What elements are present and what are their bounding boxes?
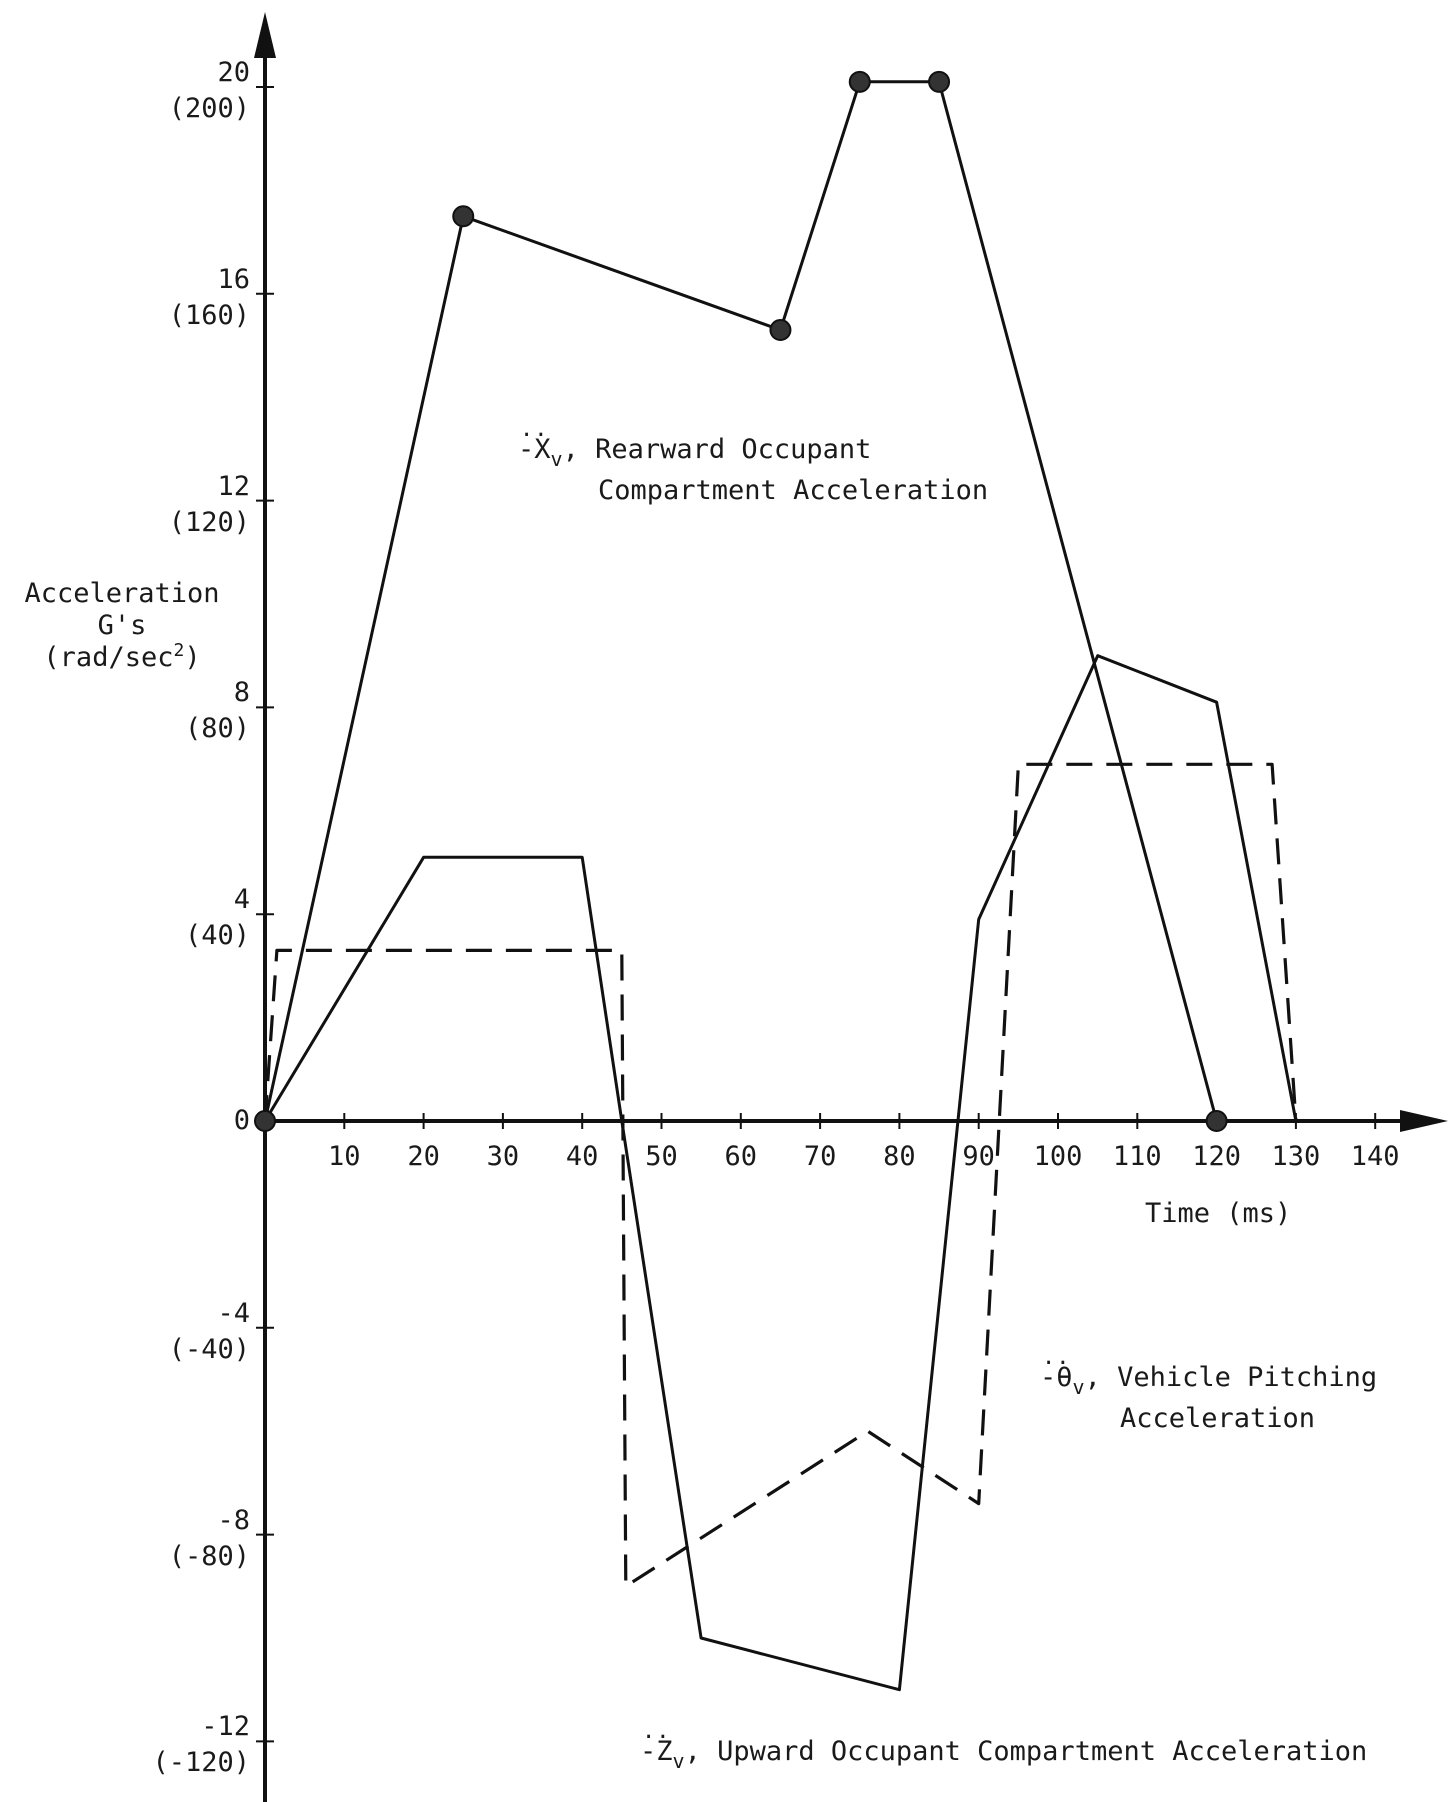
x-tick-label: 40: [565, 1141, 599, 1172]
x-tick-label: 110: [1112, 1141, 1162, 1172]
y-tick-label: 8: [233, 677, 250, 709]
data-point-marker: [452, 205, 475, 228]
series-layer: [263, 80, 1298, 1692]
y-tick-label: 0: [233, 1105, 250, 1136]
y-tick-label-alt: (-80): [168, 1540, 250, 1572]
y-tick-label: -8: [217, 1504, 250, 1536]
x-tick-label: 140: [1350, 1141, 1400, 1172]
data-point-marker: [1205, 1110, 1228, 1132]
y-tick-label-alt: (40): [184, 920, 250, 952]
y-axis-label: Acceleration G's (rad/sec2): [22, 578, 222, 677]
y-tick-label-alt: (-120): [152, 1747, 250, 1779]
series-label-theta: -θ ·· v, Vehicle Pitching Acceleration: [1040, 1351, 1378, 1434]
y-tick-label-alt: (200): [168, 93, 250, 124]
series-line-2: [263, 762, 1298, 1588]
y-tick-label-alt: (80): [184, 713, 250, 745]
y-tick-label: -4: [217, 1297, 250, 1329]
data-point-marker: [848, 70, 871, 93]
y-tick-label: 20: [217, 57, 250, 88]
data-point-marker: [254, 1110, 276, 1132]
x-tick-label: 120: [1192, 1141, 1241, 1172]
y-axis-label-line2: G's: [97, 610, 147, 641]
y-axis-label-line3: (rad/sec2): [43, 640, 201, 673]
data-point-marker: [769, 318, 792, 341]
y-axis-label-line1: Acceleration: [24, 578, 220, 609]
series-label-z: -Z ·· v, Upward Occupant Compartment Accel…: [640, 1725, 1368, 1773]
y-tick-label: 16: [217, 263, 250, 295]
x-tick-label: 100: [1033, 1141, 1083, 1172]
series-line-1: [263, 80, 1219, 1122]
marker-layer: [254, 70, 1228, 1132]
y-tick-label: 4: [233, 884, 250, 916]
x-tick-label: 80: [883, 1141, 916, 1172]
y-tick-label-alt: (120): [168, 506, 250, 538]
x-tick-label: 130: [1271, 1141, 1321, 1172]
x-tick-label: 60: [724, 1141, 758, 1172]
y-axis-arrow: [254, 12, 276, 58]
y-tick-label: 12: [217, 470, 250, 502]
x-tick-label: 20: [407, 1141, 440, 1172]
y-tick-label: -12: [201, 1711, 250, 1743]
x-tick-label: 10: [328, 1141, 361, 1172]
series-label-x: -X ·· v, Rearward Occupant Compartment Acc…: [518, 423, 989, 506]
y-tick-label-alt: (-40): [168, 1333, 250, 1365]
y-tick-label-alt: (160): [168, 299, 250, 331]
series-line-3: [263, 654, 1298, 1692]
data-point-marker: [928, 70, 951, 93]
x-tick-label: 30: [486, 1141, 520, 1172]
x-tick-label: 50: [645, 1141, 678, 1172]
x-axis-label: Time (ms): [1145, 1198, 1292, 1229]
x-tick-label: 90: [962, 1141, 995, 1172]
x-tick-label: 70: [803, 1141, 837, 1172]
x-axis-arrow: [1400, 1110, 1448, 1132]
axes: [254, 12, 1448, 1802]
